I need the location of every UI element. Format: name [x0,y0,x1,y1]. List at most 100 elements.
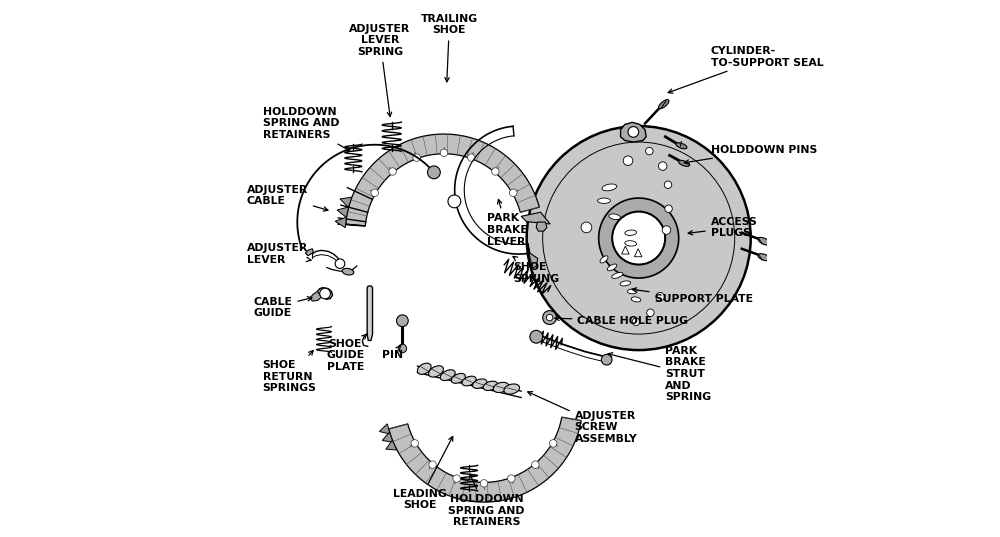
Text: CYLINDER-
TO-SUPPORT SEAL: CYLINDER- TO-SUPPORT SEAL [668,46,823,93]
Polygon shape [338,224,365,226]
Ellipse shape [625,241,637,246]
Polygon shape [521,212,550,224]
Circle shape [480,480,488,487]
Circle shape [371,189,379,197]
Ellipse shape [678,161,690,166]
Ellipse shape [676,143,687,149]
Circle shape [656,293,664,301]
Text: SHOE
SPRING: SHOE SPRING [513,257,559,284]
Circle shape [468,154,475,161]
Polygon shape [335,217,346,228]
Text: SUPPORT PLATE: SUPPORT PLATE [632,288,753,304]
Text: LEADING
SHOE: LEADING SHOE [393,437,453,510]
Circle shape [546,314,553,321]
Circle shape [646,147,653,155]
Circle shape [599,198,679,278]
Ellipse shape [612,272,623,278]
Polygon shape [305,249,313,256]
Circle shape [543,310,557,324]
Ellipse shape [462,376,476,386]
Text: PARK
BRAKE
LEVER: PARK BRAKE LEVER [487,199,527,246]
Polygon shape [379,424,390,434]
Text: ACCESS
PLUGS: ACCESS PLUGS [688,216,757,238]
Circle shape [647,309,654,316]
Circle shape [335,259,345,268]
Circle shape [532,461,539,468]
Circle shape [612,212,665,265]
Ellipse shape [493,382,509,393]
Circle shape [665,205,672,213]
Circle shape [397,315,408,326]
Text: CABLE HOLE PLUG: CABLE HOLE PLUG [555,316,688,326]
Ellipse shape [598,198,610,204]
Ellipse shape [483,381,498,390]
Ellipse shape [504,384,520,394]
Circle shape [429,461,436,468]
Ellipse shape [451,373,465,383]
Circle shape [389,168,396,175]
Ellipse shape [440,370,455,381]
Polygon shape [528,244,538,268]
Circle shape [527,126,751,350]
Ellipse shape [659,99,669,109]
Circle shape [427,166,440,179]
Text: ADJUSTER
SCREW
ASSEMBLY: ADJUSTER SCREW ASSEMBLY [528,391,637,444]
Circle shape [453,475,460,482]
Polygon shape [386,440,397,450]
Circle shape [492,168,499,175]
Text: ADJUSTER
CABLE: ADJUSTER CABLE [247,185,328,211]
Circle shape [508,475,515,482]
Circle shape [658,162,667,170]
Circle shape [411,440,419,447]
Text: PIN: PIN [382,345,403,360]
Polygon shape [346,134,539,226]
Ellipse shape [625,230,637,235]
Circle shape [413,154,420,161]
Text: ADJUSTER
LEVER: ADJUSTER LEVER [247,243,311,265]
Circle shape [549,440,557,447]
Circle shape [632,318,640,325]
Text: PARK
BRAKE
STRUT
AND
SPRING: PARK BRAKE STRUT AND SPRING [608,346,711,402]
Polygon shape [389,417,581,502]
Circle shape [440,149,448,156]
Text: SHOE
GUIDE
PLATE: SHOE GUIDE PLATE [326,334,367,372]
Polygon shape [621,122,646,142]
Ellipse shape [631,297,641,302]
Circle shape [628,127,639,137]
Text: HOLDDOWN
SPRING AND
RETAINERS: HOLDDOWN SPRING AND RETAINERS [448,474,525,527]
Circle shape [448,195,461,208]
Ellipse shape [600,256,608,263]
Circle shape [530,330,543,343]
Text: CABLE
GUIDE: CABLE GUIDE [254,296,312,318]
Text: HOLDDOWN PINS: HOLDDOWN PINS [684,145,817,164]
Polygon shape [622,246,629,254]
Ellipse shape [417,363,431,374]
Circle shape [623,156,633,165]
Ellipse shape [620,281,631,286]
Ellipse shape [473,379,487,388]
Text: TRAILING
SHOE: TRAILING SHOE [421,14,478,82]
Circle shape [398,344,407,353]
Circle shape [662,226,671,234]
Polygon shape [337,207,349,217]
Ellipse shape [758,237,770,245]
Ellipse shape [342,268,354,275]
Text: ADJUSTER
LEVER
SPRING: ADJUSTER LEVER SPRING [349,24,411,117]
Ellipse shape [429,366,443,377]
Ellipse shape [609,214,620,220]
Polygon shape [367,286,373,340]
Circle shape [509,189,517,197]
Ellipse shape [758,253,770,261]
Ellipse shape [627,289,637,294]
Text: SHOE
RETURN
SPRINGS: SHOE RETURN SPRINGS [263,351,317,394]
Ellipse shape [602,184,617,191]
Circle shape [581,222,592,233]
Circle shape [601,354,612,365]
Text: HOLDDOWN
SPRING AND
RETAINERS: HOLDDOWN SPRING AND RETAINERS [263,107,350,151]
Polygon shape [634,249,642,257]
Circle shape [320,288,330,299]
Polygon shape [340,197,352,207]
Polygon shape [310,292,321,301]
Polygon shape [536,222,547,231]
Circle shape [664,181,672,188]
